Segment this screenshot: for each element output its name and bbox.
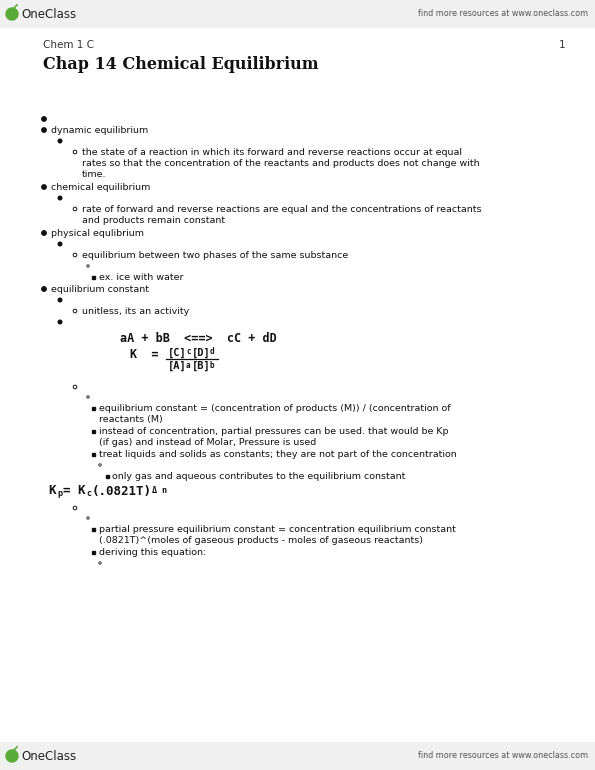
Text: b: b <box>210 361 215 370</box>
Circle shape <box>58 243 62 246</box>
Bar <box>92 527 95 531</box>
Text: [A]: [A] <box>168 361 187 371</box>
Text: K: K <box>48 484 55 497</box>
Text: 1: 1 <box>558 40 565 50</box>
Circle shape <box>42 185 46 189</box>
Text: d: d <box>210 347 215 356</box>
Text: K  =: K = <box>130 347 165 360</box>
Text: [C]: [C] <box>168 348 187 358</box>
Text: [B]: [B] <box>192 361 211 371</box>
Circle shape <box>58 139 62 142</box>
Text: find more resources at www.oneclass.com: find more resources at www.oneclass.com <box>418 9 588 18</box>
Bar <box>0 0 595 28</box>
Text: c: c <box>186 347 190 356</box>
Text: Chap 14 Chemical Equilibrium: Chap 14 Chemical Equilibrium <box>43 56 318 73</box>
Text: equilibrium constant: equilibrium constant <box>51 285 149 294</box>
Text: Δ n: Δ n <box>152 486 167 495</box>
Text: the state of a reaction in which its forward and reverse reactions occur at equa: the state of a reaction in which its for… <box>82 148 480 179</box>
Bar <box>0 742 595 770</box>
Circle shape <box>58 196 62 199</box>
Circle shape <box>42 286 46 291</box>
Text: aA + bB  <==>  cC + dD: aA + bB <==> cC + dD <box>120 332 277 345</box>
Circle shape <box>42 231 46 235</box>
Circle shape <box>58 298 62 302</box>
Text: treat liquids and solids as constants; they are not part of the concentration: treat liquids and solids as constants; t… <box>99 450 457 459</box>
Text: dynamic equilibrium: dynamic equilibrium <box>51 126 148 135</box>
Text: equilibrium between two phases of the same substance: equilibrium between two phases of the sa… <box>82 251 348 260</box>
Text: find more resources at www.oneclass.com: find more resources at www.oneclass.com <box>418 752 588 761</box>
Text: deriving this equation:: deriving this equation: <box>99 548 206 557</box>
Text: equilibrium constant = (concentration of products (M)) / (concentration of
react: equilibrium constant = (concentration of… <box>99 404 450 424</box>
Circle shape <box>6 8 18 20</box>
Circle shape <box>42 128 46 132</box>
Text: unitless, its an activity: unitless, its an activity <box>82 307 189 316</box>
Bar <box>92 276 95 279</box>
Bar <box>105 474 108 477</box>
Circle shape <box>42 117 46 121</box>
Bar <box>92 551 95 554</box>
Text: only gas and aqueous contributes to the equilibrium constant: only gas and aqueous contributes to the … <box>112 472 405 481</box>
Circle shape <box>58 320 62 324</box>
Text: c: c <box>86 488 91 497</box>
Bar <box>92 407 95 410</box>
Text: rate of forward and reverse reactions are equal and the concentrations of reacta: rate of forward and reverse reactions ar… <box>82 205 481 225</box>
Circle shape <box>6 750 18 762</box>
Text: OneClass: OneClass <box>21 749 76 762</box>
Text: p: p <box>57 488 62 497</box>
Bar <box>92 453 95 456</box>
Text: a: a <box>186 361 190 370</box>
Text: Chem 1 C: Chem 1 C <box>43 40 94 50</box>
Text: OneClass: OneClass <box>21 8 76 21</box>
Text: = K: = K <box>63 484 86 497</box>
Text: (.0821T): (.0821T) <box>92 484 152 497</box>
Text: partial pressure equilibrium constant = concentration equilibrium constant
(.082: partial pressure equilibrium constant = … <box>99 525 456 545</box>
Text: physical equlibrium: physical equlibrium <box>51 229 144 238</box>
Text: instead of concentration, partial pressures can be used. that would be Kp
(if ga: instead of concentration, partial pressu… <box>99 427 449 447</box>
Text: chemical equilibrium: chemical equilibrium <box>51 183 151 192</box>
Text: ex. ice with water: ex. ice with water <box>99 273 183 282</box>
Text: [D]: [D] <box>192 348 211 358</box>
Bar <box>92 430 95 433</box>
